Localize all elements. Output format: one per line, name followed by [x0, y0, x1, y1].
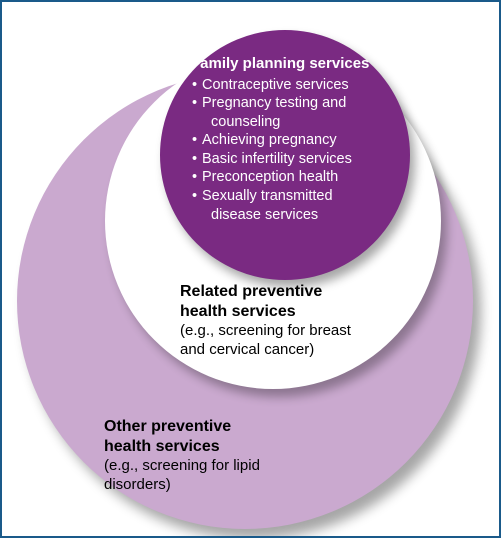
outer-title-line1: Other preventive	[104, 417, 260, 437]
inner-bullet-line: Basic infertility services	[191, 150, 369, 169]
inner-bullet-line: disease services	[191, 206, 369, 225]
inner-text: Family planning services Contraceptive s…	[191, 55, 369, 224]
diagram-frame: Family planning services Contraceptive s…	[0, 0, 501, 538]
inner-title: Family planning services	[191, 55, 369, 74]
inner-bullet-line: Sexually transmitted	[191, 187, 369, 206]
inner-bullet-line: Contraceptive services	[191, 76, 369, 95]
middle-title-line2: health services	[180, 302, 351, 322]
outer-text: Other preventive health services (e.g., …	[104, 417, 260, 495]
middle-text: Related preventive health services (e.g.…	[180, 282, 351, 360]
outer-title-line2: health services	[104, 437, 260, 457]
middle-title-line1: Related preventive	[180, 282, 351, 302]
inner-bullet-line: Pregnancy testing and	[191, 94, 369, 113]
inner-bullet-line: Achieving pregnancy	[191, 131, 369, 150]
inner-bullets: Contraceptive servicesPregnancy testing …	[191, 76, 369, 224]
middle-sub-line1: (e.g., screening for breast	[180, 322, 351, 341]
inner-bullet-line: Preconception health	[191, 168, 369, 187]
middle-sub-line2: and cervical cancer)	[180, 341, 351, 360]
outer-sub-line2: disorders)	[104, 476, 260, 495]
outer-sub-line1: (e.g., screening for lipid	[104, 457, 260, 476]
inner-bullet-line: counseling	[191, 113, 369, 132]
